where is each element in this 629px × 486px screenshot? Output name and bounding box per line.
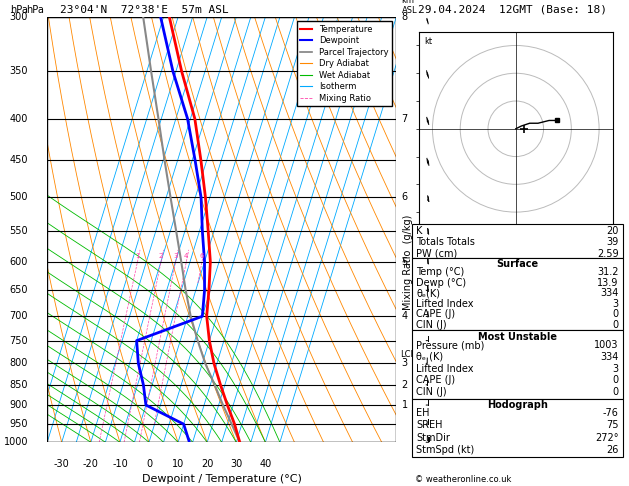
Text: θₑ (K): θₑ (K): [416, 352, 443, 362]
Text: Mixing Ratio  (g/kg): Mixing Ratio (g/kg): [403, 215, 413, 310]
Text: hPa: hPa: [10, 5, 28, 15]
Text: 1: 1: [135, 253, 140, 260]
Text: PW (cm): PW (cm): [416, 249, 457, 259]
Text: 334: 334: [600, 352, 618, 362]
Text: 600: 600: [9, 257, 28, 267]
Text: Hodograph: Hodograph: [487, 399, 548, 410]
Text: Dewp (°C): Dewp (°C): [416, 278, 466, 288]
Text: K: K: [416, 226, 423, 236]
Text: 4: 4: [184, 253, 189, 260]
Text: Totals Totals: Totals Totals: [416, 237, 475, 247]
Text: 3: 3: [613, 364, 618, 374]
Text: 13.9: 13.9: [597, 278, 618, 288]
Text: 7: 7: [401, 114, 408, 123]
Text: hPa: hPa: [26, 4, 44, 15]
Text: Most Unstable: Most Unstable: [478, 331, 557, 342]
Text: 334: 334: [600, 288, 618, 298]
Text: -10: -10: [112, 459, 128, 469]
Text: 3: 3: [174, 253, 178, 260]
Text: StmDir: StmDir: [416, 433, 450, 443]
Text: 20: 20: [201, 459, 213, 469]
Text: 0: 0: [613, 387, 618, 397]
Text: 3: 3: [401, 359, 408, 368]
Text: Surface: Surface: [496, 259, 538, 269]
Text: 850: 850: [9, 380, 28, 390]
Text: 750: 750: [9, 336, 28, 346]
Text: -76: -76: [603, 408, 618, 418]
Bar: [412, 224, 623, 258]
Text: CAPE (J): CAPE (J): [416, 375, 455, 385]
Text: 10: 10: [172, 459, 184, 469]
Text: 29.04.2024  12GMT (Base: 18): 29.04.2024 12GMT (Base: 18): [418, 4, 607, 15]
Text: 1003: 1003: [594, 340, 618, 350]
Text: 3: 3: [613, 299, 618, 309]
Text: CIN (J): CIN (J): [416, 387, 447, 397]
Text: 2: 2: [159, 253, 163, 260]
Text: 30: 30: [230, 459, 242, 469]
Legend: Temperature, Dewpoint, Parcel Trajectory, Dry Adiabat, Wet Adiabat, Isotherm, Mi: Temperature, Dewpoint, Parcel Trajectory…: [297, 21, 392, 106]
Text: 0: 0: [613, 310, 618, 319]
Text: 1000: 1000: [4, 437, 28, 447]
Text: CAPE (J): CAPE (J): [416, 310, 455, 319]
Text: 0: 0: [613, 375, 618, 385]
Text: 350: 350: [9, 67, 28, 76]
Text: 2: 2: [401, 380, 408, 390]
Text: 1: 1: [401, 400, 408, 410]
Text: 500: 500: [9, 192, 28, 203]
Text: 450: 450: [9, 155, 28, 165]
Text: 900: 900: [9, 400, 28, 410]
Text: 4: 4: [401, 311, 408, 321]
Text: km
ASL: km ASL: [401, 0, 417, 15]
Text: Dewpoint / Temperature (°C): Dewpoint / Temperature (°C): [142, 474, 302, 484]
Text: -20: -20: [83, 459, 99, 469]
Text: CIN (J): CIN (J): [416, 320, 447, 330]
Text: 31.2: 31.2: [597, 267, 618, 278]
Text: kt: kt: [425, 37, 433, 47]
Text: Lifted Index: Lifted Index: [416, 364, 474, 374]
Text: 8: 8: [401, 12, 408, 22]
Text: 0: 0: [146, 459, 152, 469]
Text: 23°04'N  72°38'E  57m ASL: 23°04'N 72°38'E 57m ASL: [60, 4, 228, 15]
Bar: [412, 258, 623, 330]
Text: 950: 950: [9, 419, 28, 429]
Text: θₑ(K): θₑ(K): [416, 288, 440, 298]
Text: 700: 700: [9, 311, 28, 321]
Text: 800: 800: [9, 359, 28, 368]
Text: Temp (°C): Temp (°C): [416, 267, 464, 278]
Text: EH: EH: [416, 408, 430, 418]
Text: 20: 20: [606, 226, 618, 236]
Text: 300: 300: [9, 12, 28, 22]
Text: SREH: SREH: [416, 420, 443, 431]
Text: 40: 40: [259, 459, 272, 469]
Text: 0: 0: [613, 320, 618, 330]
Bar: [412, 330, 623, 399]
Text: StmSpd (kt): StmSpd (kt): [416, 445, 474, 455]
Text: 5: 5: [401, 257, 408, 267]
Text: 26: 26: [606, 445, 618, 455]
Text: 75: 75: [606, 420, 618, 431]
Bar: [412, 399, 623, 457]
Text: Lifted Index: Lifted Index: [416, 299, 474, 309]
Text: LCL: LCL: [401, 350, 416, 359]
Text: -30: -30: [54, 459, 70, 469]
Text: 650: 650: [9, 285, 28, 295]
Text: 272°: 272°: [595, 433, 618, 443]
Text: 550: 550: [9, 226, 28, 236]
Text: 6: 6: [200, 253, 204, 260]
Text: 400: 400: [9, 114, 28, 123]
Text: Pressure (mb): Pressure (mb): [416, 340, 484, 350]
Text: 39: 39: [606, 237, 618, 247]
Text: 6: 6: [401, 192, 408, 203]
Text: © weatheronline.co.uk: © weatheronline.co.uk: [415, 474, 511, 484]
Text: 2.59: 2.59: [597, 249, 618, 259]
